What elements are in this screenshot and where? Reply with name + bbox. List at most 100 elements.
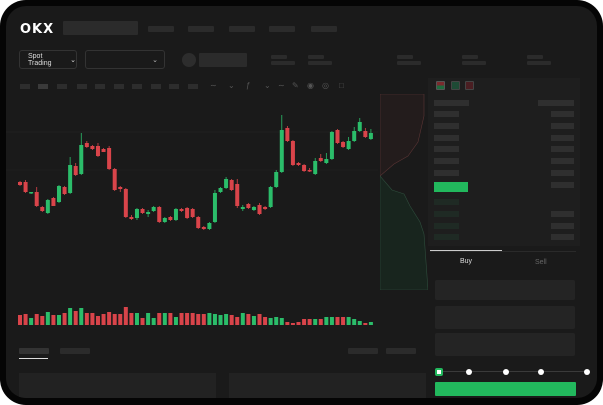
volume-bar [368, 322, 373, 325]
price-input[interactable] [435, 280, 575, 300]
volume-bar [40, 316, 45, 325]
buy-button[interactable] [435, 382, 576, 396]
indicator-icon[interactable]: ƒ [246, 81, 251, 90]
ask-depth-area [380, 94, 425, 177]
nav-item[interactable] [311, 26, 337, 32]
volume-bar [190, 313, 195, 325]
candle-body [307, 170, 312, 172]
candle-body [40, 207, 45, 211]
volume-bar [107, 312, 112, 325]
pair-dropdown[interactable]: ⌄ [85, 50, 165, 69]
candle-body [62, 187, 67, 194]
volume-bar [346, 317, 351, 325]
volume-bar [45, 312, 50, 325]
okx-logo[interactable]: OKX [20, 22, 55, 37]
tab-open-orders[interactable] [19, 348, 49, 354]
candle-body [173, 209, 178, 220]
candle-body [51, 198, 56, 206]
search-bar[interactable] [63, 21, 138, 35]
volume-bar [112, 314, 117, 325]
volume-bar [229, 315, 234, 325]
candle-body [84, 143, 89, 147]
filter-button[interactable] [348, 348, 378, 354]
volume-bar [352, 319, 357, 325]
timeframe-button-active[interactable] [38, 84, 48, 89]
last-price [434, 182, 468, 192]
volume-bar [285, 322, 290, 325]
stat-label [462, 55, 478, 59]
timeframe-button[interactable] [57, 84, 67, 89]
volume-bar [302, 319, 307, 325]
tab-buy[interactable]: Buy [460, 258, 473, 265]
total-input[interactable] [435, 333, 575, 356]
timeframe-button[interactable] [188, 84, 198, 89]
candle-body [274, 172, 279, 187]
filter-button[interactable] [386, 348, 416, 354]
slider-step-100[interactable] [584, 369, 590, 375]
tab-order-history[interactable] [60, 348, 90, 354]
candle-body [329, 132, 334, 159]
orderbook-bids-icon[interactable] [451, 81, 460, 90]
candlestick-chart[interactable] [6, 6, 426, 336]
slider-step-50[interactable] [503, 369, 509, 375]
candle-body [118, 187, 123, 189]
volume-bar [212, 314, 217, 325]
candle-body [341, 142, 346, 147]
volume-bar [162, 313, 167, 325]
active-tab-underline [430, 250, 502, 251]
draw-pencil-icon[interactable]: ✎ [292, 81, 299, 90]
chevron-down-icon[interactable]: ⌄ [264, 81, 271, 90]
nav-item[interactable] [269, 26, 295, 32]
volume-bar [296, 322, 301, 325]
timeframe-button[interactable] [132, 84, 142, 89]
stat-label [527, 55, 543, 59]
volume-bar [90, 313, 95, 325]
volume-bar [263, 317, 268, 325]
volume-bar [224, 314, 229, 325]
candle-body [218, 188, 223, 192]
candle-body [290, 141, 295, 165]
volume-bar [240, 313, 245, 325]
timeframe-button[interactable] [169, 84, 179, 89]
spot-trading-dropdown[interactable]: Spot Trading ⌄ [19, 50, 77, 69]
orderbook-asks-icon[interactable] [465, 81, 474, 90]
settings-icon[interactable]: ◎ [322, 81, 329, 90]
stat-label [271, 55, 287, 59]
candle-body [123, 189, 128, 217]
slider-step-25[interactable] [466, 369, 472, 375]
amount-slider-track[interactable] [440, 371, 588, 372]
volume-bar [274, 317, 279, 325]
candle-body [207, 223, 212, 229]
chevron-down-icon[interactable]: ⌄ [228, 81, 235, 90]
candle-body [101, 149, 106, 152]
nav-item[interactable] [229, 26, 255, 32]
timeframe-button[interactable] [77, 84, 87, 89]
volume-bar [118, 314, 123, 325]
candle-body [212, 193, 217, 222]
volume-bar [218, 315, 223, 325]
timeframe-button[interactable] [151, 84, 161, 89]
nav-item[interactable] [148, 26, 174, 32]
orderbook-both-icon[interactable] [436, 81, 445, 90]
depth-chart [380, 94, 428, 290]
candle-body [107, 148, 112, 169]
candle-body [29, 192, 34, 194]
timeframe-button[interactable] [114, 84, 124, 89]
timeframe-button[interactable] [95, 84, 105, 89]
volume-bar [23, 314, 28, 325]
slider-step-75[interactable] [538, 369, 544, 375]
amount-input[interactable] [435, 306, 575, 329]
volume-bar [95, 316, 100, 325]
timeframe-button[interactable] [20, 84, 30, 89]
candle-body [34, 192, 39, 206]
tab-sell[interactable]: Sell [535, 259, 547, 266]
chart-type-icon[interactable]: ∼ [210, 81, 217, 90]
amount-slider-handle[interactable] [435, 368, 443, 376]
nav-item[interactable] [188, 26, 214, 32]
stat-value [308, 61, 332, 65]
line-tool-icon[interactable]: ∼ [278, 81, 285, 90]
fullscreen-icon[interactable]: □ [339, 81, 344, 90]
camera-icon[interactable]: ◉ [307, 81, 314, 90]
candle-body [313, 161, 318, 174]
